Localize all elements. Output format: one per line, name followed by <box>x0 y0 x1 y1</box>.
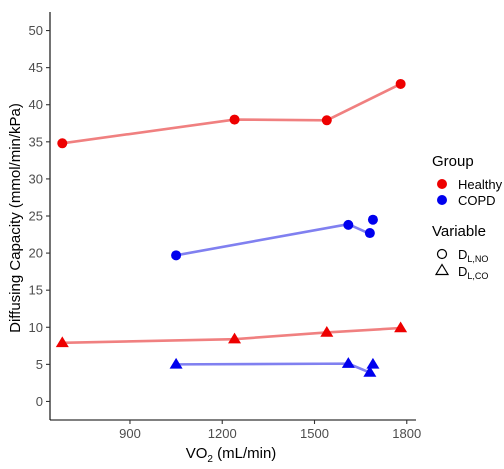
point-copd-dl-no <box>171 250 182 261</box>
legend: Group Healthy COPD Variable DL,NO DL,CO <box>432 153 503 281</box>
series-line-copd-dl-no <box>174 222 372 257</box>
point-healthy-dl-co <box>228 332 242 344</box>
x-tick-label: 1200 <box>208 426 237 441</box>
x-axis-title-subscript: 2 <box>207 454 213 465</box>
point-copd-dl-no <box>367 214 378 225</box>
axes: 900 1200 1500 1800 0 5 10 15 20 25 30 35 40 45 50 <box>29 12 421 441</box>
point-healthy-dl-no <box>229 114 240 125</box>
x-axis-title-main: VO <box>186 445 208 462</box>
y-tick-label: 20 <box>29 246 43 261</box>
legend-copd-label: COPD <box>458 193 496 208</box>
x-tick-label: 900 <box>119 426 141 441</box>
y-tick-label: 5 <box>36 357 43 372</box>
legend-dlno-subscript: L,NO <box>467 254 488 264</box>
point-copd-dl-co <box>169 357 183 369</box>
legend-dlno-main: D <box>458 247 467 262</box>
legend-group-title: Group <box>432 153 474 170</box>
point-copd-dl-co <box>363 366 377 377</box>
y-tick-label: 0 <box>36 394 43 409</box>
series-line-healthy-dl-co <box>61 326 402 345</box>
legend-dlco-key <box>434 263 450 276</box>
y-tick-label: 45 <box>29 60 43 75</box>
legend-dlco-label: DL,CO <box>458 264 488 281</box>
point-copd-dl-co <box>341 357 355 368</box>
y-axis-ticks: 0 5 10 15 20 25 30 35 40 45 50 <box>29 23 50 409</box>
legend-dlno-label: DL,NO <box>458 247 488 264</box>
y-tick-label: 30 <box>29 171 43 186</box>
y-tick-label: 10 <box>29 320 43 335</box>
point-healthy-dl-co <box>320 325 334 337</box>
legend-dlco-main: D <box>458 264 467 279</box>
series-points <box>55 78 408 377</box>
point-healthy-dl-no <box>395 78 406 89</box>
x-axis-title-unit: (mL/min) <box>213 445 276 462</box>
y-tick-label: 50 <box>29 23 43 38</box>
x-tick-label: 1500 <box>300 426 329 441</box>
y-tick-label: 15 <box>29 283 43 298</box>
x-tick-label: 1800 <box>392 426 421 441</box>
y-tick-label: 25 <box>29 209 43 224</box>
legend-dlco-subscript: L,CO <box>467 271 488 281</box>
legend-healthy-key <box>437 179 447 189</box>
legend-copd-key <box>437 195 447 205</box>
point-healthy-dl-co <box>55 336 69 348</box>
series-line-healthy-dl-no <box>61 82 402 145</box>
point-healthy-dl-no <box>57 138 68 149</box>
plot-panel <box>55 78 408 377</box>
legend-variable-title: Variable <box>432 223 486 240</box>
point-healthy-dl-co <box>394 321 408 333</box>
y-tick-label: 35 <box>29 134 43 149</box>
x-axis-ticks: 900 1200 1500 1800 <box>119 420 421 441</box>
legend-dlno-key <box>436 248 448 260</box>
y-tick-label: 40 <box>29 97 43 112</box>
x-axis-title: VO2 (mL/min) <box>186 445 277 465</box>
point-copd-dl-no <box>343 219 354 230</box>
legend-healthy-label: Healthy <box>458 177 503 192</box>
y-axis-title: Diffusing Capacity (mmol/min/kPa) <box>7 103 24 333</box>
point-copd-dl-no <box>364 228 375 239</box>
point-healthy-dl-no <box>321 115 332 126</box>
series-line-copd-dl-co <box>174 362 372 374</box>
point-copd-dl-co <box>366 357 380 369</box>
